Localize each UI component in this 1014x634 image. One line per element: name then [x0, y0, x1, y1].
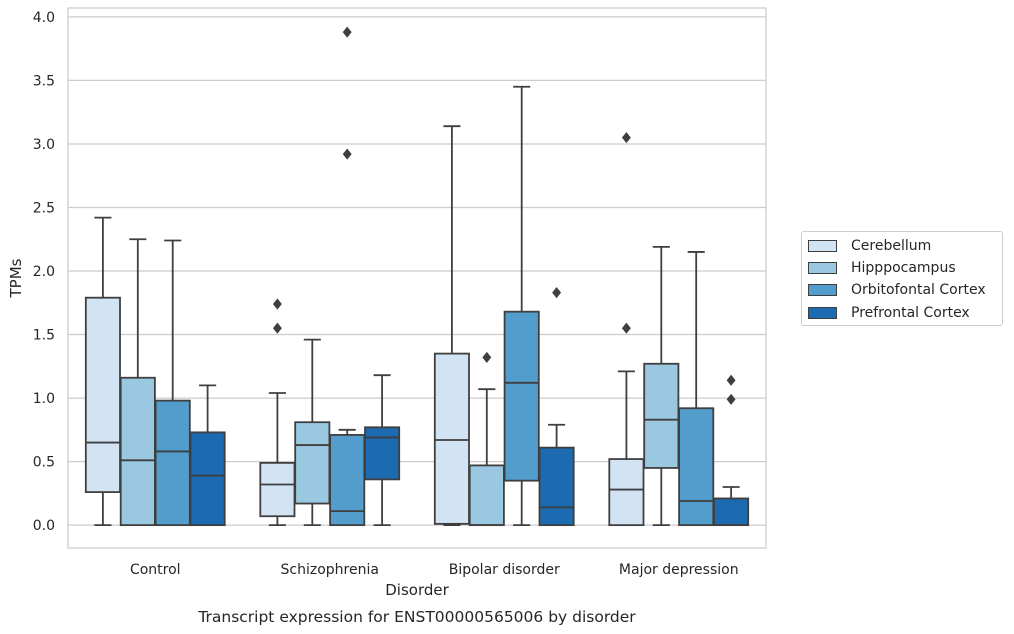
box-bipolar-disorder-hipppocampus: [468, 351, 505, 527]
box-major-depression-hipppocampus: [643, 245, 680, 527]
legend-label-orbitofrontal: Orbitofontal Cortex: [851, 282, 986, 298]
legend: Cerebellum Hipppocampus Orbitofontal Cor…: [801, 231, 1003, 326]
x-axis-ticks: Control Schizophrenia Bipolar disorder Majo…: [130, 562, 739, 578]
outlier-point: [342, 26, 352, 38]
box-body: [259, 461, 296, 518]
box-control-cerebellum: [84, 216, 121, 527]
legend-item-cerebellum: Cerebellum: [808, 236, 931, 256]
legend-swatch-hippocampus: [808, 262, 837, 274]
legend-swatch-prefrontal: [808, 307, 837, 319]
box-body: [608, 458, 645, 527]
box-control-orbitofontal-cortex: [154, 239, 191, 527]
y-tick-label: 0.0: [33, 518, 55, 534]
outlier-point: [272, 298, 282, 310]
box-body: [678, 407, 715, 527]
legend-label-cerebellum: Cerebellum: [851, 238, 932, 254]
box-body: [538, 446, 575, 527]
box-bipolar-disorder-orbitofontal-cortex: [503, 85, 540, 527]
box-bipolar-disorder-cerebellum: [433, 125, 470, 527]
legend-swatch-orbitofrontal: [808, 284, 837, 296]
y-tick-label: 2.5: [33, 200, 55, 216]
box-major-depression-orbitofontal-cortex: [678, 251, 715, 527]
box-major-depression-prefrontal-cortex: [713, 374, 750, 527]
x-tick-label-control: Control: [130, 562, 181, 578]
box-body: [713, 497, 750, 527]
y-tick-label: 4.0: [33, 10, 55, 26]
outlier-point: [726, 393, 736, 405]
box-schizophrenia-prefrontal-cortex: [364, 374, 401, 527]
legend-item-prefrontal: Prefrontal Cortex: [808, 303, 970, 323]
box-body: [364, 426, 401, 481]
box-body: [468, 464, 505, 527]
y-tick-label: 3.0: [33, 137, 55, 153]
box-body: [119, 376, 156, 527]
box-body: [84, 296, 121, 493]
y-axis-label: TPMs: [7, 258, 25, 298]
legend-item-hippocampus: Hipppocampus: [808, 258, 956, 278]
box-major-depression-cerebellum: [608, 131, 645, 527]
box-body: [503, 310, 540, 482]
legend-label-hippocampus: Hipppocampus: [851, 260, 956, 276]
y-tick-label: 2.0: [33, 264, 55, 280]
outlier-point: [342, 148, 352, 160]
box-plot-boxes: [84, 26, 750, 527]
y-tick-label: 1.0: [33, 391, 55, 407]
x-tick-label-bipolar-disorder: Bipolar disorder: [449, 562, 560, 578]
legend-item-orbitofrontal: Orbitofontal Cortex: [808, 280, 986, 300]
legend-label-prefrontal: Prefrontal Cortex: [851, 305, 970, 321]
box-body: [189, 431, 226, 527]
x-tick-label-major-depression: Major depression: [619, 562, 739, 578]
outlier-point: [621, 131, 631, 144]
x-axis-label: Disorder: [385, 581, 449, 599]
outlier-point: [726, 374, 736, 386]
box-bipolar-disorder-prefrontal-cortex: [538, 286, 575, 527]
chart-caption: Transcript expression for ENST0000056500…: [197, 608, 636, 626]
box-control-hipppocampus: [119, 238, 156, 527]
outlier-point: [552, 286, 562, 299]
y-axis-ticks: 0.0 0.5 1.0 1.5 2.0 2.5 3.0 3.5 4.0: [33, 10, 55, 534]
box-control-prefrontal-cortex: [189, 384, 226, 527]
box-body: [643, 362, 680, 469]
legend-swatch-cerebellum: [808, 240, 837, 252]
box-body: [433, 352, 470, 525]
x-tick-label-schizophrenia: Schizophrenia: [281, 562, 379, 578]
y-tick-label: 0.5: [33, 455, 55, 471]
box-body: [294, 421, 331, 505]
y-tick-label: 3.5: [33, 73, 55, 89]
outlier-point: [482, 351, 492, 364]
outlier-point: [272, 322, 282, 334]
box-body: [154, 399, 191, 527]
outlier-point: [621, 322, 631, 334]
y-tick-label: 1.5: [33, 328, 55, 344]
